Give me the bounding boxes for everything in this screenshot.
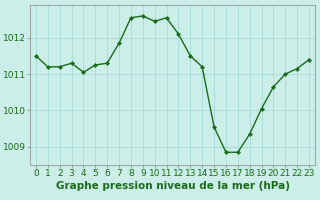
X-axis label: Graphe pression niveau de la mer (hPa): Graphe pression niveau de la mer (hPa) <box>55 181 290 191</box>
